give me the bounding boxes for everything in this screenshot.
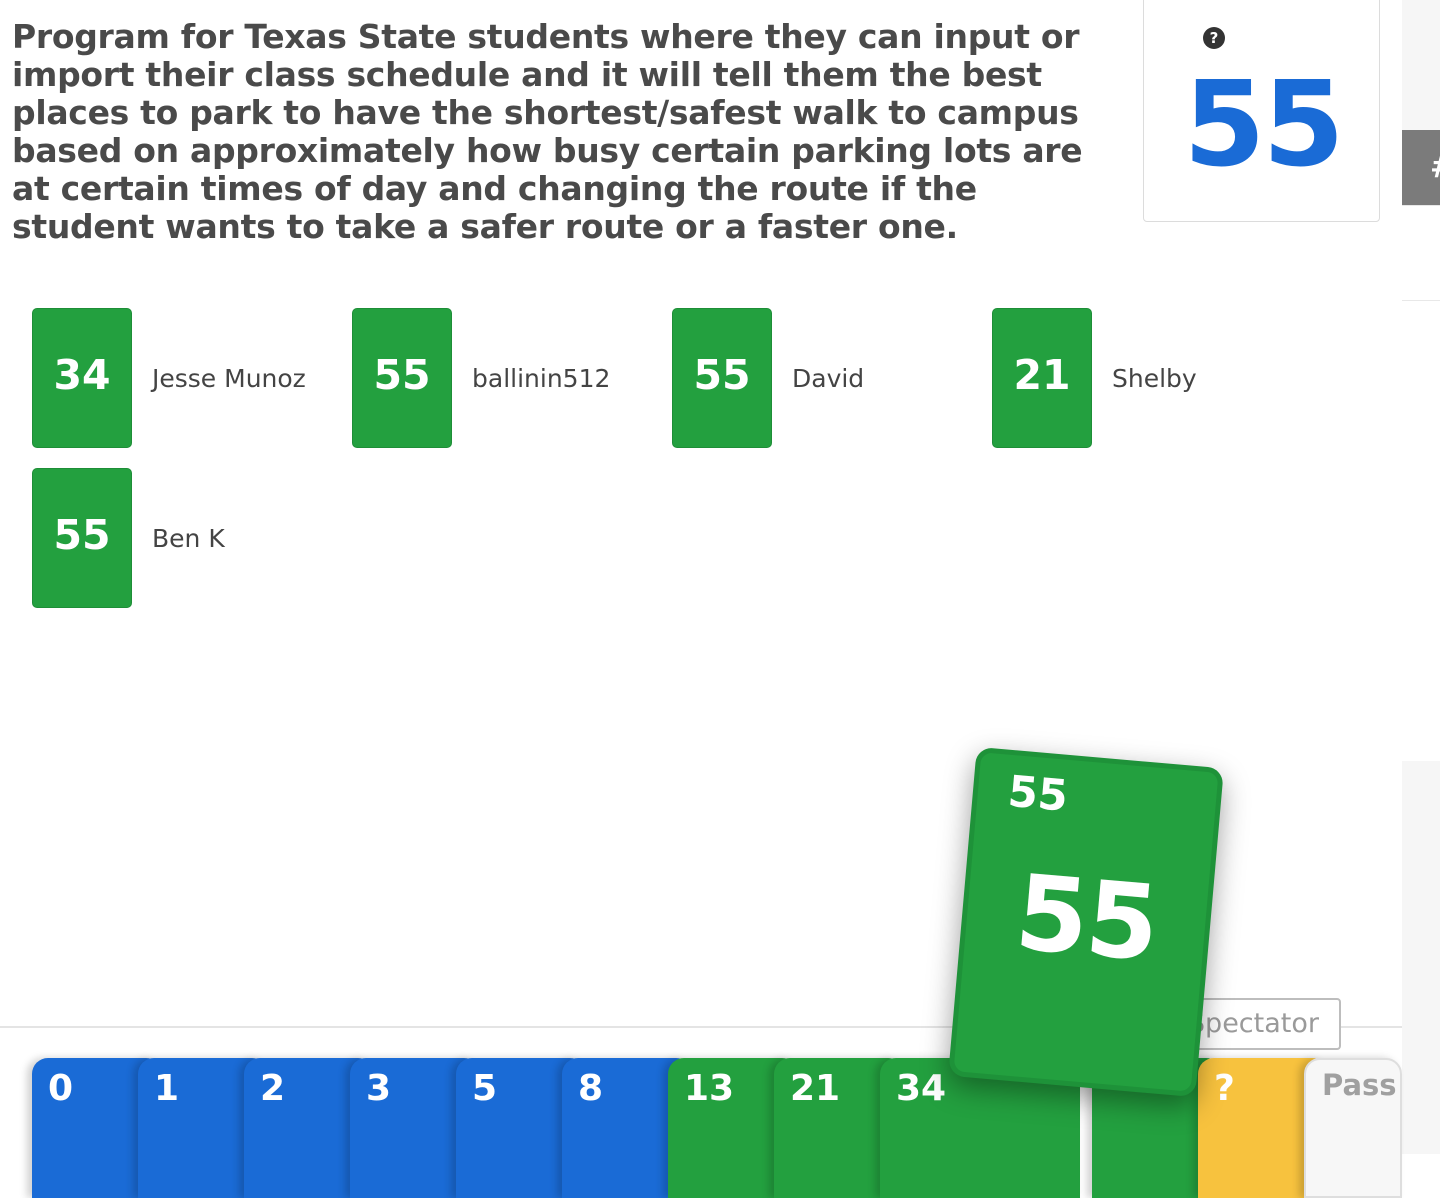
question-circle-icon[interactable]: ? bbox=[1203, 27, 1225, 49]
player-name: David bbox=[792, 364, 865, 393]
vote-card: 55 bbox=[672, 308, 772, 448]
player-vote: 55 Ben K bbox=[32, 468, 332, 608]
deck-card-pass[interactable]: Pass bbox=[1304, 1058, 1402, 1198]
average-result-box: ? 55 bbox=[1143, 0, 1380, 222]
vote-card: 21 bbox=[992, 308, 1092, 448]
sidebar-header: # bbox=[1402, 130, 1440, 205]
player-name: Ben K bbox=[152, 524, 225, 553]
player-vote: 55 ballinin512 bbox=[352, 308, 652, 448]
spectator-button[interactable]: Spectator bbox=[1176, 998, 1341, 1050]
selected-card-corner-value: 55 bbox=[1005, 766, 1070, 822]
hand-divider bbox=[0, 1026, 1402, 1028]
player-vote: 21 Shelby bbox=[992, 308, 1292, 448]
sidebar-row[interactable] bbox=[1402, 205, 1440, 301]
player-name: Jesse Munoz bbox=[152, 364, 306, 393]
selected-card-center-value: 55 bbox=[1010, 851, 1162, 985]
selected-card[interactable]: 55 55 bbox=[948, 746, 1224, 1098]
vote-card: 55 bbox=[32, 468, 132, 608]
sidebar-row[interactable] bbox=[1402, 300, 1440, 761]
vote-card: 34 bbox=[32, 308, 132, 448]
average-value: 55 bbox=[1183, 55, 1344, 193]
vote-card: 55 bbox=[352, 308, 452, 448]
player-name: Shelby bbox=[1112, 364, 1197, 393]
player-vote: 55 David bbox=[672, 308, 972, 448]
player-name: ballinin512 bbox=[472, 364, 611, 393]
story-title: Program for Texas State students where t… bbox=[12, 17, 1083, 246]
player-vote: 34 Jesse Munoz bbox=[32, 308, 332, 448]
